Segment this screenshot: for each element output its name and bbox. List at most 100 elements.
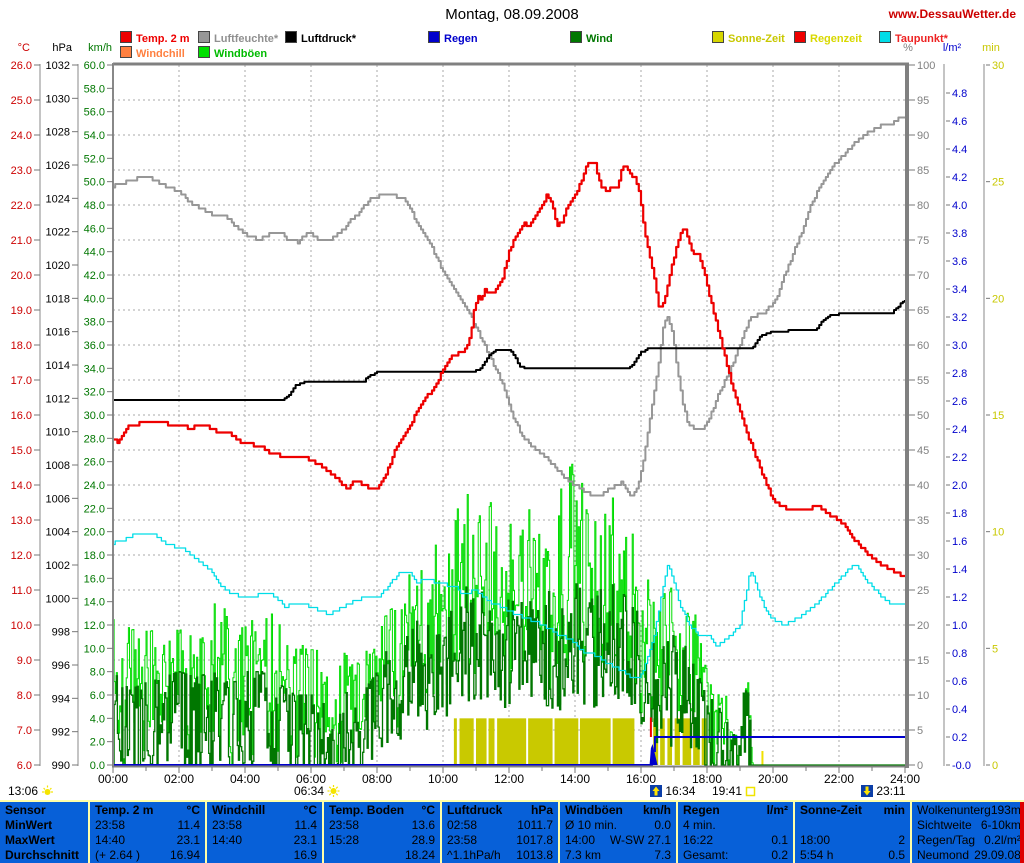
svg-text:100: 100 <box>917 60 935 72</box>
svg-text:10: 10 <box>992 527 1004 539</box>
svg-text:15.0: 15.0 <box>11 445 32 457</box>
svg-text:52.0: 52.0 <box>84 153 105 165</box>
table-cell: 18.24 <box>404 848 435 863</box>
svg-text:14.0: 14.0 <box>84 597 105 609</box>
legend-swatch-windb-en <box>198 46 210 58</box>
legend-swatch-temp-2-m <box>120 31 132 43</box>
legend-item-luftdruck: Luftdruck* <box>285 31 356 45</box>
sunrise-annotation: 06:34 <box>294 784 340 798</box>
svg-text:85: 85 <box>917 165 929 177</box>
svg-text:3.2: 3.2 <box>952 312 967 324</box>
svg-text:16.0: 16.0 <box>11 410 32 422</box>
svg-text:998: 998 <box>52 627 70 639</box>
sensor-summary-table: Sensor MinWert MaxWert Durchschnitt Temp. 2 … <box>0 800 1024 863</box>
table-column-temp-2-m: Temp. 2 m °C 23:58 11.4 14:40 23.1 (+ 2.64 ) 16… <box>88 802 205 863</box>
svg-text:14.0: 14.0 <box>11 480 32 492</box>
svg-text:990: 990 <box>52 760 70 772</box>
table-cell: Gesamt: 0.2 <box>683 848 788 863</box>
legend-item-regenzeit: Regenzeit <box>794 31 862 45</box>
svg-text:45: 45 <box>917 445 929 457</box>
table-cell: 7.3 km 7.3 <box>565 848 671 863</box>
svg-text:24:00: 24:00 <box>890 772 920 786</box>
svg-text:12.0: 12.0 <box>11 550 32 562</box>
svg-text:0: 0 <box>917 760 923 772</box>
legend-swatch-luftfeuchte <box>198 31 210 43</box>
sunrise-value: 06:34 <box>294 784 325 798</box>
svg-text:19.0: 19.0 <box>11 305 32 317</box>
legend-swatch-regen <box>428 31 440 43</box>
svg-text:30: 30 <box>917 550 929 562</box>
svg-text:1020: 1020 <box>46 260 70 272</box>
moonrise-value: 16:34 <box>665 784 696 798</box>
svg-text:21.0: 21.0 <box>11 235 32 247</box>
svg-text:44.0: 44.0 <box>84 247 105 259</box>
table-cell: 14:40 23.1 <box>212 833 317 848</box>
svg-text:°C: °C <box>18 42 30 54</box>
table-cell: 18:00 2 <box>800 833 905 848</box>
svg-text:1014: 1014 <box>46 360 70 372</box>
svg-text:06:00: 06:00 <box>296 772 326 786</box>
day-length-annotation: 13:06 <box>8 784 54 798</box>
table-column-regen: Regen l/m² 4 min. 16:22 0.1 Gesamt: 0.2 <box>676 802 793 863</box>
table-cell: Durchschnitt <box>5 848 80 863</box>
legend-swatch-regenzeit <box>794 31 806 43</box>
svg-text:14:00: 14:00 <box>560 772 590 786</box>
svg-text:3.0: 3.0 <box>952 340 967 352</box>
svg-text:%: % <box>903 42 913 54</box>
site-link[interactable]: www.DessauWetter.de <box>888 7 1016 21</box>
table-cell: MaxWert <box>5 833 55 848</box>
table-cell: 23:58 13.6 <box>329 817 435 832</box>
svg-text:40.0: 40.0 <box>84 293 105 305</box>
svg-text:13.0: 13.0 <box>11 515 32 527</box>
legend-swatch-windchill <box>120 46 132 58</box>
table-cell: Regen l/m² <box>683 802 788 817</box>
svg-text:54.0: 54.0 <box>84 130 105 142</box>
sunrise-icon <box>327 785 340 797</box>
table-cell: 16.9 <box>293 848 317 863</box>
svg-text:90: 90 <box>917 130 929 142</box>
svg-text:15: 15 <box>992 410 1004 422</box>
svg-text:30.0: 30.0 <box>84 410 105 422</box>
svg-text:4.0: 4.0 <box>90 713 105 725</box>
svg-text:2.6: 2.6 <box>952 396 967 408</box>
svg-text:22.0: 22.0 <box>84 503 105 515</box>
table-cell: MinWert <box>5 817 53 832</box>
svg-text:04:00: 04:00 <box>230 772 260 786</box>
svg-text:1004: 1004 <box>46 527 70 539</box>
svg-text:4.8: 4.8 <box>952 88 967 100</box>
svg-text:1016: 1016 <box>46 327 70 339</box>
svg-text:20.0: 20.0 <box>11 270 32 282</box>
svg-text:0: 0 <box>992 760 998 772</box>
svg-text:1010: 1010 <box>46 427 70 439</box>
legend-item-sonne-zeit: Sonne-Zeit <box>712 31 785 45</box>
table-cell: Regen/Tag 0.2l/m² <box>917 833 1021 848</box>
svg-text:17.0: 17.0 <box>11 375 32 387</box>
table-cell: Temp. Boden °C <box>329 802 435 817</box>
legend-item-regen: Regen <box>428 31 478 45</box>
svg-text:4.0: 4.0 <box>952 200 967 212</box>
svg-text:0.4: 0.4 <box>952 704 967 716</box>
svg-text:26.0: 26.0 <box>84 457 105 469</box>
table-cell: ^1.1hPa/h 1013.8 <box>447 848 553 863</box>
svg-text:12.0: 12.0 <box>84 620 105 632</box>
table-column-info: Wolkenunterg 193m Sichtweite 6-10km Regen/Ta… <box>910 802 1024 863</box>
svg-text:min: min <box>982 42 1000 54</box>
table-cell: Windböen km/h <box>565 802 671 817</box>
table-cell: Sonne-Zeit min <box>800 802 905 817</box>
svg-text:30: 30 <box>992 60 1004 72</box>
svg-text:0.0: 0.0 <box>90 760 105 772</box>
svg-text:8.0: 8.0 <box>90 667 105 679</box>
svg-text:15: 15 <box>917 655 929 667</box>
svg-text:1028: 1028 <box>46 127 70 139</box>
table-cell: 4 min. <box>683 817 716 832</box>
table-cell: 14:00 W-SW 27.1 <box>565 833 671 848</box>
svg-text:3.8: 3.8 <box>952 228 967 240</box>
legend-item-luftfeuchte: Luftfeuchte* <box>198 31 278 45</box>
svg-text:38.0: 38.0 <box>84 317 105 329</box>
sunset-icon <box>746 786 756 797</box>
svg-text:18.0: 18.0 <box>84 550 105 562</box>
day-length-value: 13:06 <box>8 784 39 798</box>
svg-text:32.0: 32.0 <box>84 387 105 399</box>
svg-text:65: 65 <box>917 305 929 317</box>
table-cell: Luftdruck hPa <box>447 802 553 817</box>
